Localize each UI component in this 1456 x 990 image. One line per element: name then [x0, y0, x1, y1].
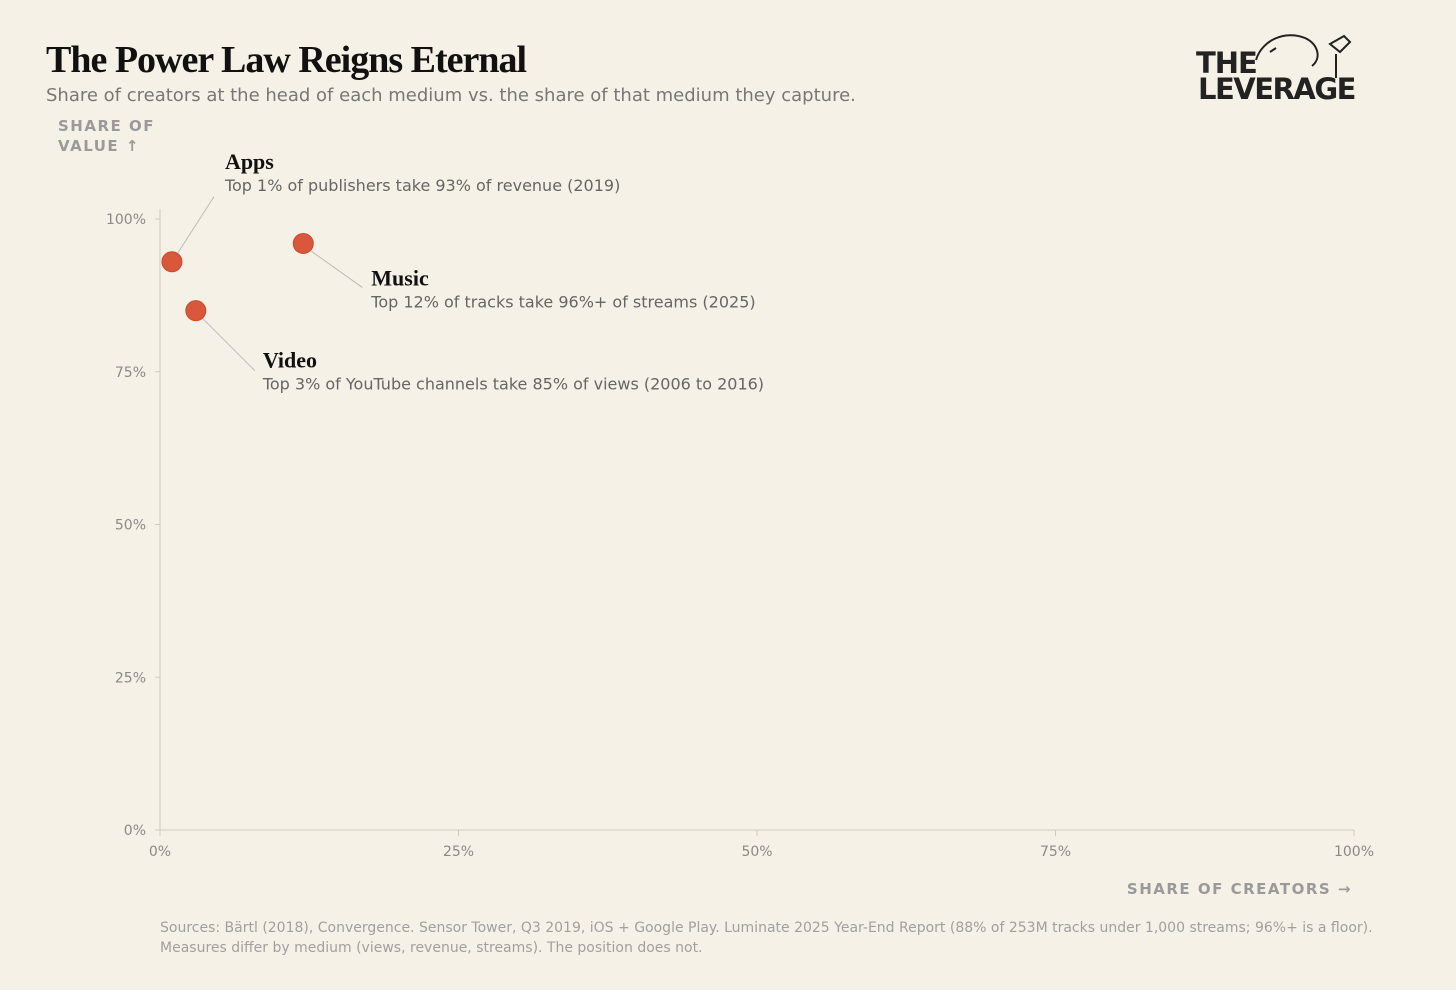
logo-doodle	[1255, 34, 1352, 78]
x-axis-label: SHARE OF CREATORS →	[1127, 880, 1352, 898]
chart-title: The Power Law Reigns Eternal	[46, 39, 526, 81]
point-description: Top 3% of YouTube channels take 85% of v…	[262, 375, 764, 394]
x-tick-label: 0%	[149, 844, 171, 860]
point	[292, 232, 314, 254]
logo-line: LEVERAGE	[1198, 72, 1355, 106]
y-tick-label: 75%	[115, 365, 146, 381]
source-note: Sources: Bärtl (2018), Convergence. Sens…	[160, 920, 1373, 936]
leader-line	[202, 318, 256, 372]
x-tick-label: 75%	[1040, 844, 1071, 860]
point-label: Video	[263, 348, 317, 373]
x-tick-label: 25%	[443, 844, 474, 860]
point-label: Music	[371, 265, 429, 290]
y-axis-label: VALUE ↑	[58, 137, 140, 155]
point	[185, 300, 207, 322]
y-tick-label: 50%	[115, 518, 146, 534]
leader-line	[177, 196, 215, 254]
y-axis-label: SHARE OF	[58, 117, 155, 135]
leader-line	[309, 250, 363, 288]
point	[161, 251, 183, 273]
chart-subtitle: Share of creators at the head of each me…	[46, 85, 856, 106]
point-description: Top 12% of tracks take 96%+ of streams (…	[370, 292, 755, 311]
x-tick-label: 50%	[741, 844, 772, 860]
point-label: Apps	[225, 149, 274, 174]
x-tick-label: 100%	[1334, 844, 1374, 860]
logo-line: THE	[1196, 46, 1257, 80]
source-note: Measures differ by medium (views, revenu…	[160, 940, 703, 956]
y-tick-label: 100%	[106, 212, 146, 228]
y-tick-label: 25%	[115, 670, 146, 686]
y-tick-label: 0%	[124, 823, 146, 839]
point-description: Top 1% of publishers take 93% of revenue…	[224, 176, 620, 195]
